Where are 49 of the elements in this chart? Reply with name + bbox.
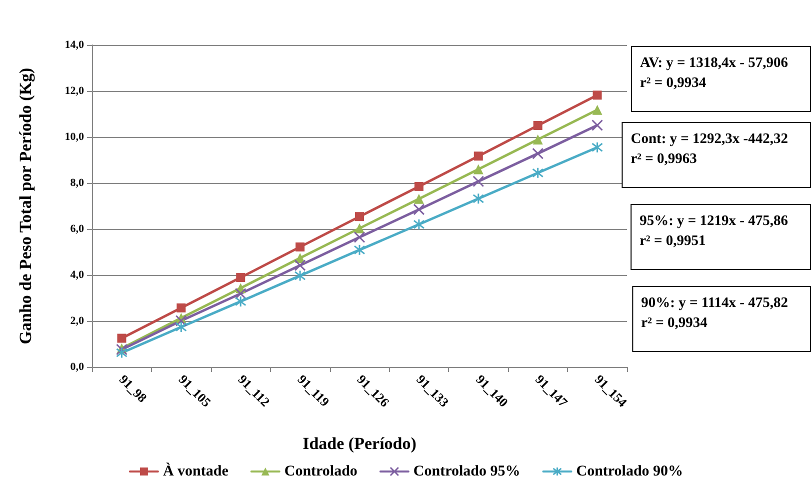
- text: 95%: y = 1219x - 475,86 r² = 0,9951: [640, 213, 788, 249]
- point: [532, 148, 544, 160]
- point: [296, 242, 305, 252]
- y-tick-label: 6,0: [70, 223, 84, 235]
- point: [354, 244, 366, 256]
- point: [294, 270, 306, 282]
- point: [474, 152, 483, 161]
- legend-label: Controlado: [284, 464, 358, 480]
- y-axis-title: Ganho de Peso Total por Período (Kg): [16, 68, 35, 344]
- point: [533, 121, 542, 130]
- y-tick-label: 2,0: [70, 315, 84, 327]
- point: [236, 273, 246, 282]
- point: [532, 167, 544, 179]
- point: [354, 223, 364, 234]
- legend-label: À vontade: [162, 462, 229, 480]
- y-tick-label: 0,0: [70, 361, 84, 373]
- point: [592, 104, 602, 115]
- y-tick-label: 14,0: [64, 39, 84, 51]
- y-tick-label: 8,0: [70, 177, 84, 189]
- point: [414, 194, 424, 204]
- point: [354, 232, 366, 244]
- point: [592, 90, 602, 100]
- legend-label: Controlado 90%: [576, 464, 684, 480]
- point: [532, 134, 543, 145]
- point: [413, 204, 425, 216]
- point: [116, 346, 128, 358]
- point: [414, 182, 424, 191]
- y-tick-label: 12,0: [64, 85, 84, 97]
- text: Cont: y = 1292,3x -442,32 r² = 0,9963: [630, 131, 788, 167]
- point: [294, 260, 306, 272]
- text: AV: y = 1318,4x - 57,906 r² = 0,9934: [640, 55, 788, 91]
- x-axis-title: Idade (Período): [302, 434, 416, 453]
- point: [234, 296, 246, 308]
- point: [413, 218, 425, 230]
- legend-label: Controlado 95%: [413, 464, 520, 480]
- point: [117, 334, 126, 343]
- point: [592, 120, 604, 132]
- point: [472, 176, 484, 188]
- text: 90%: y = 1114x - 475,82 r² = 0,9934: [641, 295, 788, 331]
- point: [472, 192, 484, 204]
- point: [234, 288, 246, 300]
- point: [355, 212, 364, 222]
- y-tick-label: 10,0: [64, 131, 84, 143]
- point: [176, 303, 186, 312]
- y-tick-label: 4,0: [70, 269, 84, 281]
- point: [473, 164, 484, 174]
- point: [175, 315, 187, 327]
- point: [592, 142, 604, 154]
- point: [175, 321, 187, 333]
